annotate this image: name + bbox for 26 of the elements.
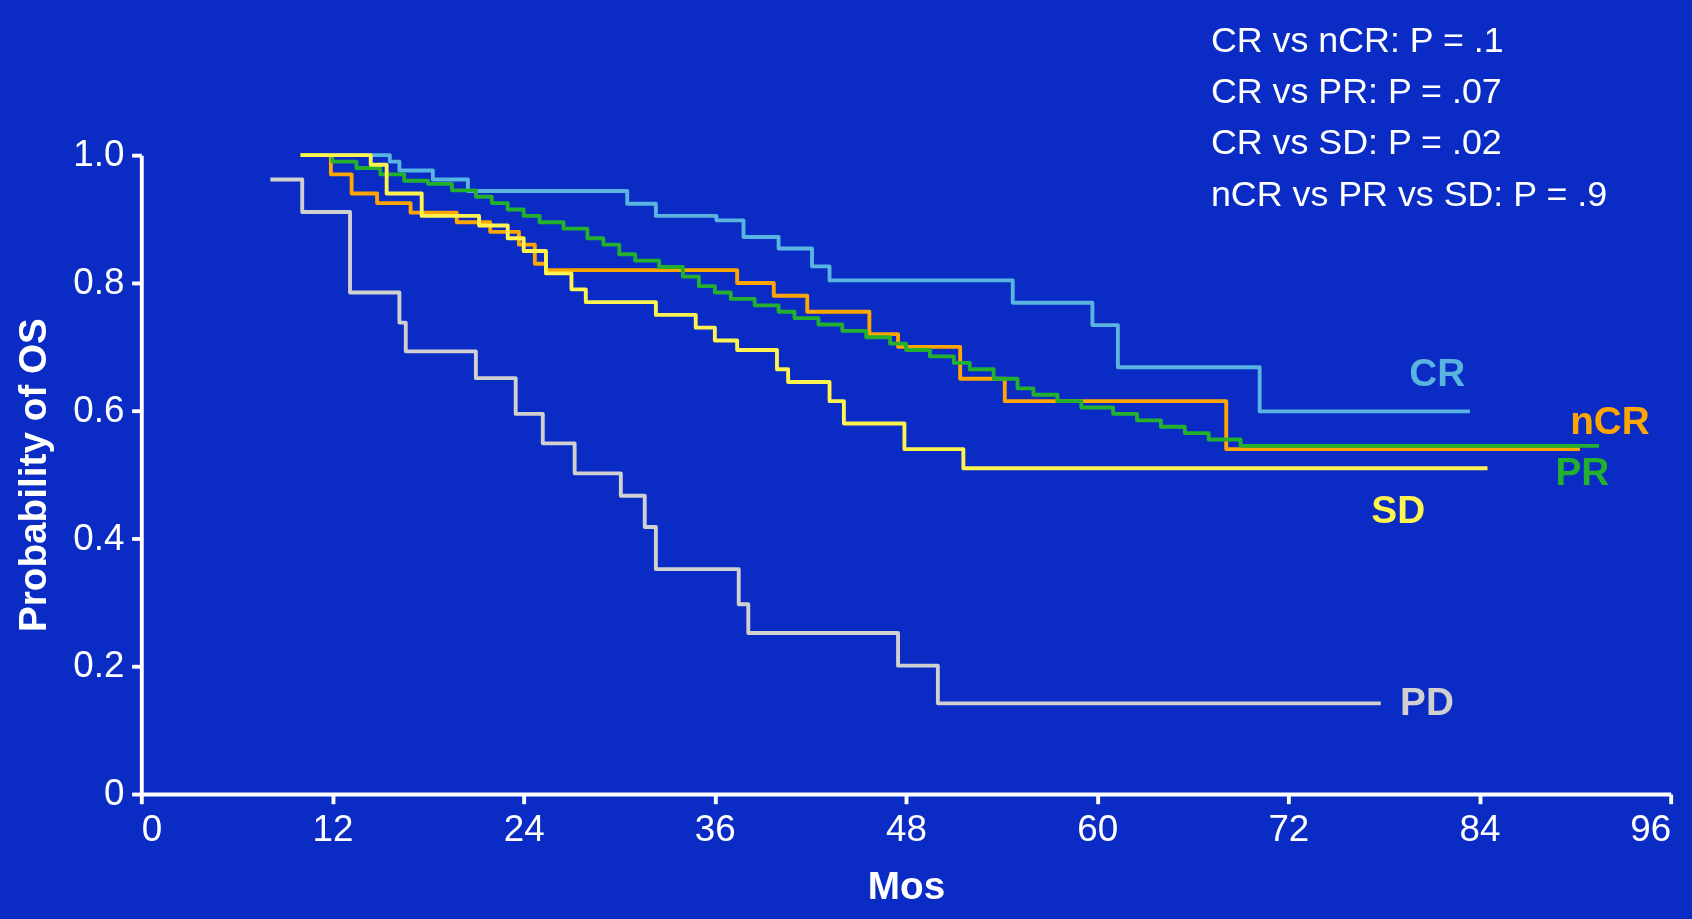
- y-tick-label: 0.6: [73, 388, 125, 430]
- series-label: CR: [1409, 351, 1466, 395]
- y-tick-label: 0.2: [73, 644, 125, 686]
- x-tick-label: 84: [1459, 807, 1501, 849]
- x-tick-label: 0: [141, 807, 163, 849]
- x-tick-label: 48: [886, 807, 927, 849]
- series-label: PD: [1400, 679, 1454, 723]
- x-tick-label: 96: [1630, 807, 1672, 849]
- text: CR vs PR: P = .07: [1210, 70, 1502, 111]
- y-axis-title: Probability of OS: [11, 318, 55, 633]
- y-tick-label: 1.0: [73, 133, 125, 175]
- x-tick-label: 24: [503, 807, 545, 849]
- y-tick-label: 0: [103, 772, 125, 814]
- x-axis-title: Mos: [867, 864, 946, 908]
- x-tick-label: 72: [1268, 807, 1310, 849]
- y-tick-label: 0.4: [73, 516, 125, 558]
- text: CR vs nCR: P = .1: [1210, 19, 1504, 60]
- x-tick-label: 36: [694, 807, 736, 849]
- x-tick-label: 12: [312, 807, 354, 849]
- x-tick-label: 60: [1077, 807, 1119, 849]
- y-tick-label: 0.8: [73, 261, 125, 303]
- annotation: CR vs SD: P = .02: [1210, 122, 1502, 163]
- series-label: PR: [1555, 449, 1610, 493]
- series-label: SD: [1371, 488, 1426, 532]
- series-label: nCR: [1570, 398, 1650, 442]
- annotation: nCR vs PR vs SD: P = .9: [1210, 173, 1608, 214]
